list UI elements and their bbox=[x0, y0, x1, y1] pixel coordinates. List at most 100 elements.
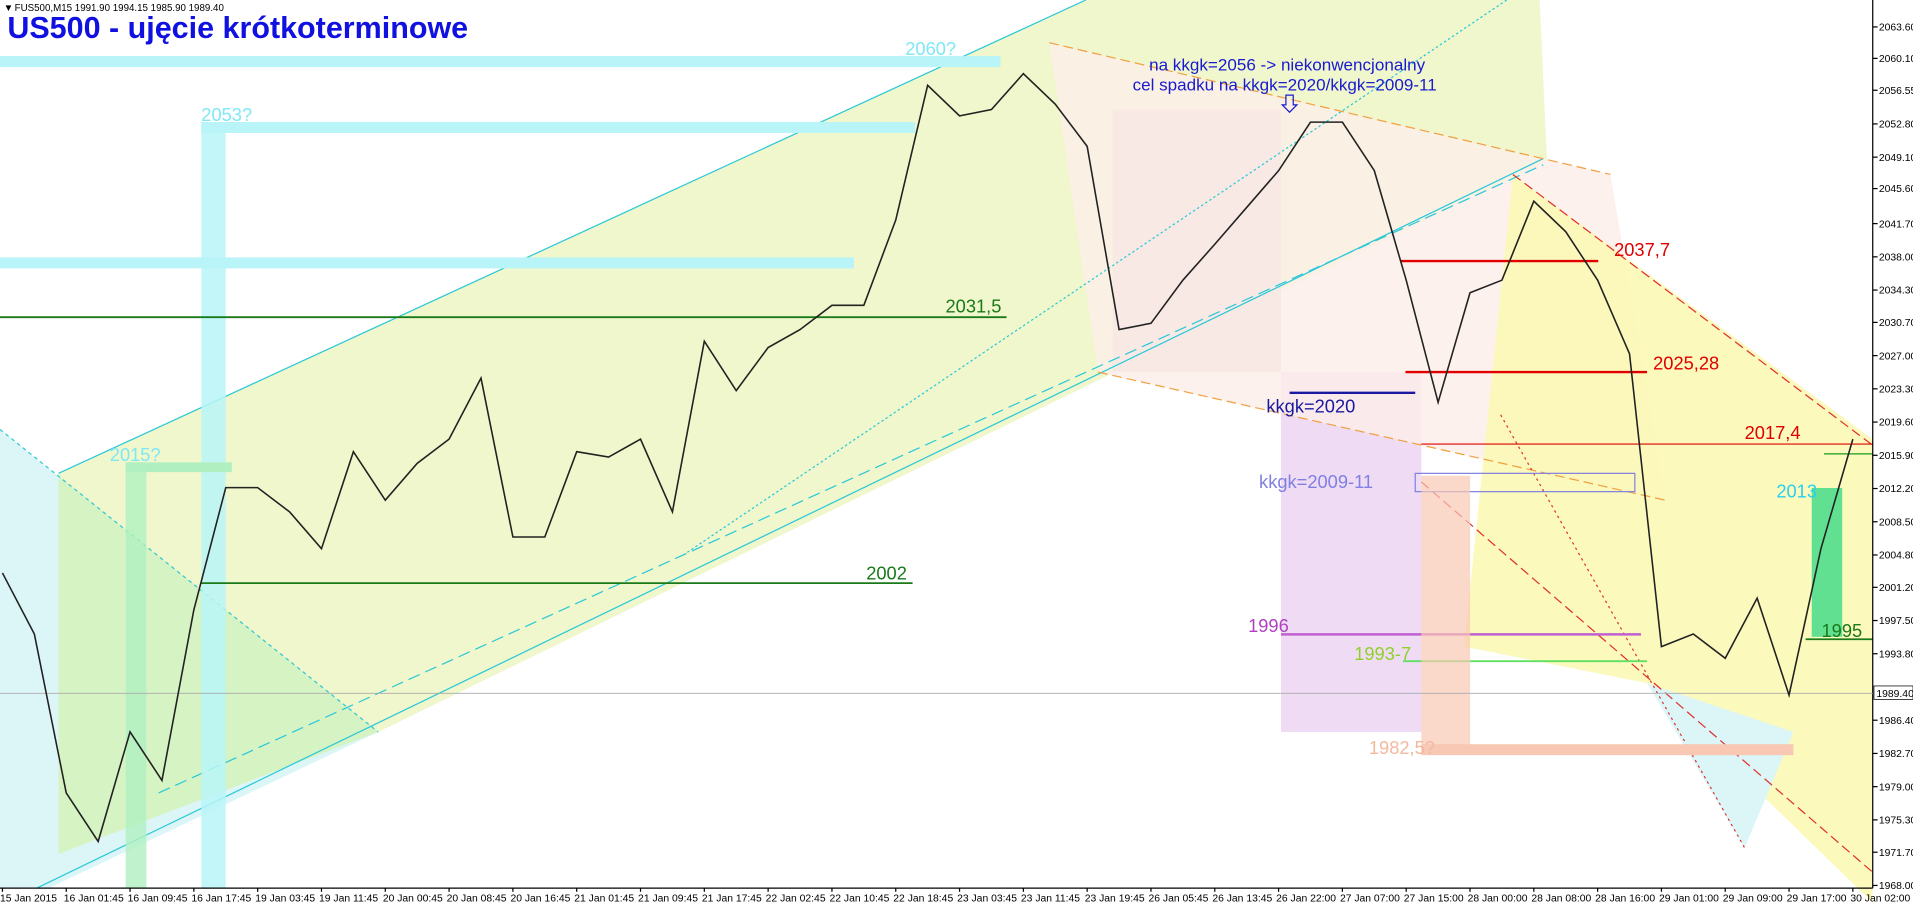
annotation: 2037,7 bbox=[1614, 239, 1670, 260]
x-tick-label: 26 Jan 22:00 bbox=[1276, 894, 1336, 904]
channel-line bbox=[1512, 173, 1874, 446]
header-marker: ▼ bbox=[4, 3, 14, 14]
x-tick-label: 27 Jan 15:00 bbox=[1404, 894, 1464, 904]
annotation: 1993-7 bbox=[1354, 643, 1411, 664]
annotation: kkgk=2020 bbox=[1266, 395, 1355, 416]
x-tick-label: 20 Jan 16:45 bbox=[510, 894, 570, 904]
y-tick-label: 2023.30 bbox=[1879, 385, 1913, 396]
header: FUS500,M15 1991.90 1994.15 1985.90 1989.… bbox=[15, 3, 225, 14]
x-tick-label: 30 Jan 02:00 bbox=[1850, 894, 1910, 904]
annotation: kkgk=2009-11 bbox=[1259, 471, 1373, 492]
annotation: 2015? bbox=[110, 444, 161, 465]
level-band bbox=[0, 56, 1001, 68]
x-tick-label: 21 Jan 09:45 bbox=[638, 894, 698, 904]
annotation: 2017,4 bbox=[1745, 422, 1801, 443]
last-price-box bbox=[1873, 685, 1913, 700]
y-tick-label: 1971.70 bbox=[1879, 848, 1913, 859]
level-band bbox=[125, 462, 147, 889]
annotation: 2053? bbox=[201, 104, 252, 125]
x-tick-label: 20 Jan 08:45 bbox=[447, 894, 507, 904]
x-tick-label: 15 Jan 2015 bbox=[0, 894, 57, 904]
x-tick-label: 26 Jan 13:45 bbox=[1212, 894, 1272, 904]
annotation: 1996 bbox=[1248, 615, 1289, 636]
y-tick-label: 1997.50 bbox=[1879, 616, 1913, 627]
channel-line bbox=[158, 164, 1544, 794]
x-tick-label: 16 Jan 09:45 bbox=[128, 894, 188, 904]
x-tick-label: 23 Jan 19:45 bbox=[1085, 894, 1145, 904]
y-tick-label: 2056.55 bbox=[1879, 86, 1913, 97]
x-tick-label: 26 Jan 05:45 bbox=[1149, 894, 1209, 904]
x-tick-label: 29 Jan 09:00 bbox=[1723, 894, 1783, 904]
price-axis-bg bbox=[1872, 0, 1913, 904]
x-tick-label: 16 Jan 01:45 bbox=[64, 894, 124, 904]
note: na kkgk=2056 -> niekonwencjonalny bbox=[1149, 56, 1426, 75]
x-tick-label: 22 Jan 02:45 bbox=[766, 894, 826, 904]
x-tick-label: 23 Jan 11:45 bbox=[1021, 894, 1080, 904]
annotation: 2002 bbox=[866, 562, 907, 583]
last-price-label: 1989.40 bbox=[1876, 689, 1913, 700]
y-tick-label: 2015.90 bbox=[1879, 451, 1913, 462]
level-band bbox=[1421, 744, 1794, 756]
y-tick-label: 1979.00 bbox=[1879, 782, 1913, 793]
annotation: 2031,5 bbox=[946, 295, 1002, 316]
x-tick-label: 20 Jan 00:45 bbox=[383, 894, 443, 904]
y-tick-label: 2004.80 bbox=[1879, 551, 1913, 562]
x-tick-label: 28 Jan 08:00 bbox=[1531, 894, 1591, 904]
level-band bbox=[0, 257, 855, 269]
level-band bbox=[201, 121, 226, 889]
y-tick-label: 1968.00 bbox=[1879, 881, 1913, 892]
y-tick-label: 1986.40 bbox=[1879, 716, 1913, 727]
x-tick-label: 22 Jan 18:45 bbox=[893, 894, 953, 904]
y-tick-label: 2008.50 bbox=[1879, 517, 1913, 528]
x-tick-label: 23 Jan 03:45 bbox=[957, 894, 1017, 904]
annotation: 2025,28 bbox=[1653, 353, 1719, 374]
y-tick-label: 2034.30 bbox=[1879, 286, 1913, 297]
annotation: 1995 bbox=[1821, 620, 1862, 641]
y-tick-label: 2038.00 bbox=[1879, 252, 1913, 263]
y-tick-label: 2019.60 bbox=[1879, 418, 1913, 429]
level-band bbox=[1421, 475, 1471, 751]
x-tick-label: 21 Jan 17:45 bbox=[702, 894, 762, 904]
channel-line bbox=[58, 0, 1087, 474]
x-tick-label: 16 Jan 17:45 bbox=[191, 894, 251, 904]
y-tick-label: 2041.70 bbox=[1879, 219, 1913, 230]
level-band bbox=[1811, 487, 1843, 637]
y-tick-label: 2045.60 bbox=[1879, 184, 1913, 195]
annotation: 2060? bbox=[905, 38, 956, 59]
x-tick-label: 29 Jan 17:00 bbox=[1787, 894, 1847, 904]
y-tick-label: 1993.80 bbox=[1879, 649, 1913, 660]
channel-line bbox=[1097, 371, 1666, 501]
level-band bbox=[1414, 472, 1636, 493]
channel-line bbox=[36, 158, 1544, 889]
channel-fill bbox=[1647, 683, 1794, 848]
arrow-icon bbox=[1280, 94, 1299, 114]
x-tick-label: 29 Jan 01:00 bbox=[1659, 894, 1719, 904]
x-tick-label: 21 Jan 01:45 bbox=[574, 894, 634, 904]
x-tick-label: 28 Jan 16:00 bbox=[1595, 894, 1655, 904]
y-tick-label: 2012.20 bbox=[1879, 484, 1913, 495]
channel-line bbox=[1049, 42, 1611, 176]
y-tick-label: 2027.00 bbox=[1879, 351, 1913, 362]
y-tick-label: 2063.60 bbox=[1879, 23, 1913, 34]
channel-line bbox=[0, 428, 379, 733]
channel-line bbox=[1420, 481, 1874, 873]
x-tick-label: 27 Jan 07:00 bbox=[1340, 894, 1400, 904]
y-tick-label: 2049.10 bbox=[1879, 153, 1913, 164]
annotation: 1982,5? bbox=[1369, 737, 1435, 758]
y-tick-label: 2001.20 bbox=[1879, 583, 1913, 594]
drawings bbox=[0, 0, 1874, 903]
x-tick-label: 19 Jan 11:45 bbox=[319, 894, 378, 904]
x-tick-label: 28 Jan 00:00 bbox=[1468, 894, 1528, 904]
y-tick-label: 1975.30 bbox=[1879, 816, 1913, 827]
price-line bbox=[1, 72, 1854, 844]
y-tick-label: 2030.70 bbox=[1879, 318, 1913, 329]
note: cel spadku na kkgk=2020/kkgk=2009-11 bbox=[1133, 75, 1437, 94]
chart-title: US500 - ujęcie krótkoterminowe bbox=[7, 11, 468, 45]
channel-fill bbox=[1464, 174, 1873, 903]
annotation: 2013 bbox=[1776, 481, 1817, 502]
x-tick-label: 19 Jan 03:45 bbox=[255, 894, 315, 904]
x-tick-label: 22 Jan 10:45 bbox=[829, 894, 889, 904]
level-band bbox=[201, 121, 916, 133]
level-band bbox=[125, 462, 232, 473]
